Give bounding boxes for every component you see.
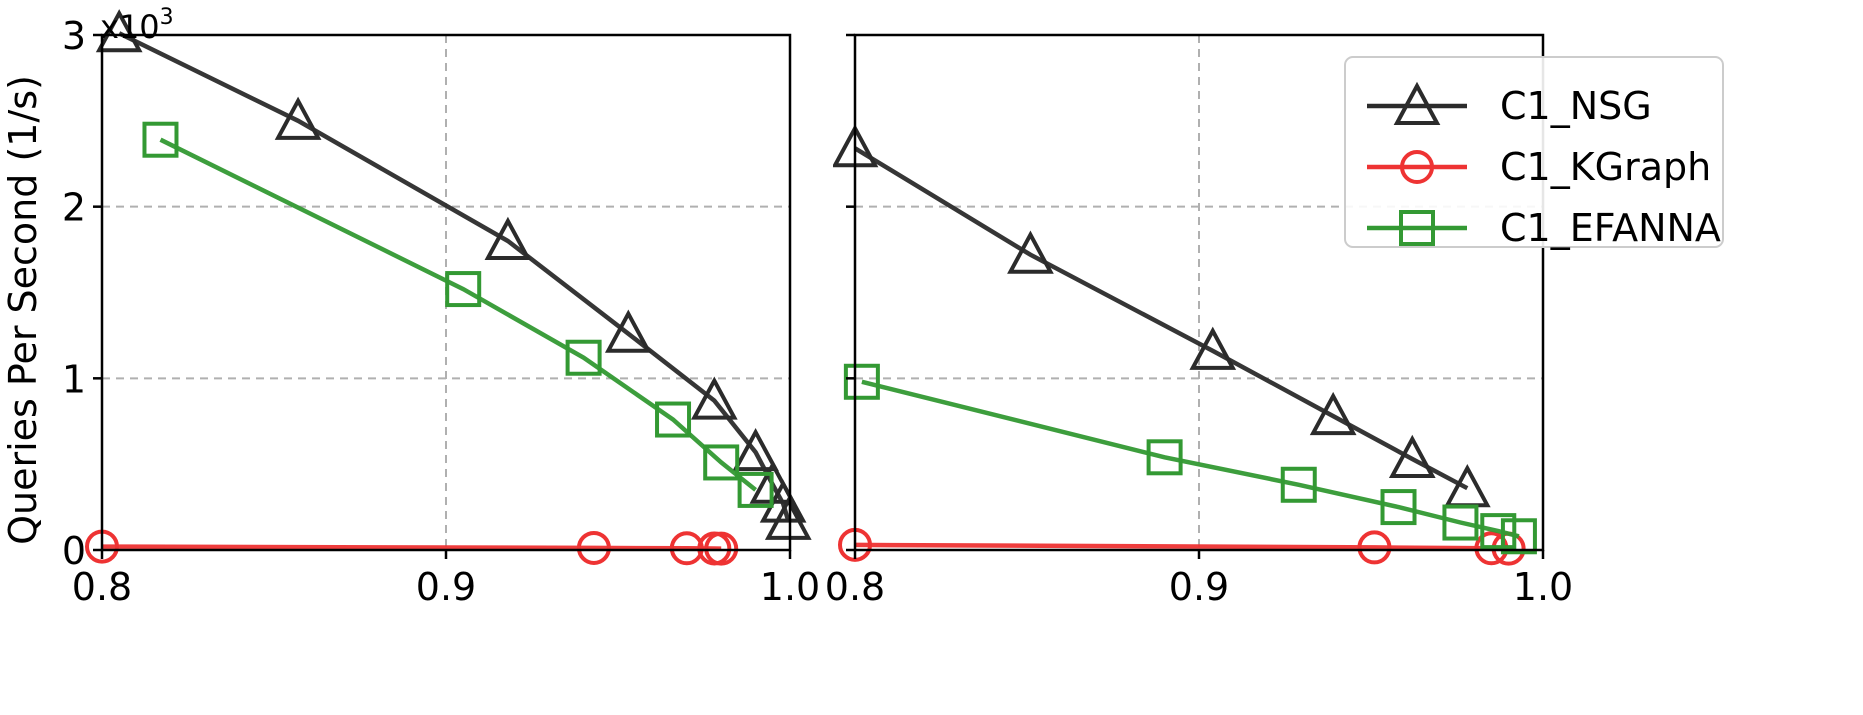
marker-c1-nsg-p1-9: [764, 496, 812, 540]
series-layer: [85, 9, 1537, 566]
marker-c1-nsg-p2-4: [1309, 391, 1357, 436]
marker-c1-kgraph-p2-2: [1357, 530, 1392, 565]
y-tick-label: 1: [62, 357, 86, 401]
legend: C1_NSG C1_KGraph C1_EFANNA: [1344, 56, 1724, 250]
y-axis-multiplier-exponent: 3: [160, 5, 174, 30]
marker-c1-efanna-p1-4: [655, 401, 692, 438]
marker-c1-efanna-p2-6: [1480, 513, 1517, 550]
marker-c1-nsg-p2-3: [1189, 326, 1237, 370]
marker-c1-efanna-p2-5: [1442, 504, 1479, 541]
panel-1-series: [85, 9, 812, 566]
marker-c1-kgraph-p10-1: [1400, 150, 1434, 184]
series-line-c1-kgraph-p1: [101, 544, 722, 551]
marker-c1-efanna-p2-3: [1280, 466, 1317, 503]
series-line-c1-kgraph-p2: [854, 542, 1509, 551]
marker-c1-nsg-p1-5: [690, 376, 738, 420]
marker-c1-efanna-p1-1: [142, 121, 179, 158]
marker-c1-kgraph-p1-2: [576, 530, 611, 565]
x-tick-label-p1: 1.0: [760, 565, 820, 609]
marker-c1-efanna-p2-1: [843, 363, 880, 400]
marker-c1-kgraph-p1-5: [704, 531, 739, 566]
series-line-c1-efanna-p2: [861, 379, 1520, 539]
marker-c1-nsg-p2-2: [1007, 230, 1054, 274]
y-axis-label: Queries Per Second (1/s): [1, 75, 45, 545]
marker-c1-efanna-p2-7: [1500, 518, 1537, 555]
x-tick-label-p1: 0.8: [72, 565, 132, 609]
legend-label: C1_NSG: [1500, 84, 1652, 128]
marker-c1-efanna-p10-1: [1399, 210, 1435, 246]
x-tick-label-p1: 0.9: [416, 565, 476, 609]
marker-c1-efanna-p1-3: [565, 339, 602, 376]
x-tick-label-p2: 1.0: [1513, 565, 1573, 609]
marker-c1-efanna-p1-6: [737, 471, 774, 508]
x-tick-label-p2: 0.9: [1169, 565, 1229, 609]
marker-c1-kgraph-p1-3: [669, 531, 704, 566]
series-line-c1-efanna-p1: [159, 137, 758, 492]
marker-c1-nsg-p1-3: [484, 216, 532, 260]
grid-layer: [102, 35, 1543, 550]
y-tick-label: 0: [62, 529, 86, 573]
legend-entry-c1-efanna: C1_EFANNA: [1367, 206, 1721, 250]
series-line-c1-nsg-p2: [853, 146, 1469, 491]
y-tick-label: 2: [62, 186, 86, 230]
marker-c1-efanna-p2-4: [1380, 489, 1417, 526]
marker-c1-nsg-p1-4: [604, 309, 652, 353]
marker-c1-nsg-p1-2: [274, 96, 322, 140]
legend-entry-c1-kgraph: C1_KGraph: [1367, 145, 1711, 189]
legend-entry-c1-nsg: C1_NSG: [1367, 81, 1652, 128]
marker-c1-nsg-p1-6: [732, 427, 779, 472]
marker-c1-nsg-p2-5: [1388, 434, 1436, 479]
marker-c1-nsg-p10-1: [1393, 81, 1441, 125]
x-tick-label-p2: 0.8: [825, 565, 885, 609]
y-axis-multiplier: x103: [100, 5, 174, 46]
y-tick-label: 3: [62, 14, 86, 58]
marker-c1-efanna-p1-5: [703, 444, 740, 481]
marker-c1-efanna-p1-2: [445, 271, 482, 308]
marker-c1-efanna-p2-2: [1146, 439, 1183, 476]
y-axis-multiplier-base: x10: [100, 8, 160, 46]
marker-c1-nsg-p1-1: [95, 9, 143, 53]
legend-label: C1_EFANNA: [1500, 206, 1721, 250]
legend-label: C1_KGraph: [1500, 145, 1711, 189]
series-line-c1-nsg-p1: [118, 31, 791, 522]
